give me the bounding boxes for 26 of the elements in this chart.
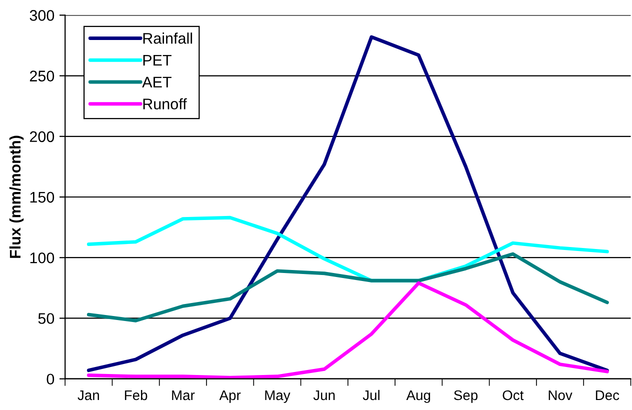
legend-label: PET xyxy=(143,55,172,66)
y-tick-label: 300 xyxy=(30,10,54,21)
y-tick-label: 100 xyxy=(30,252,54,264)
legend-label: AET xyxy=(142,76,172,88)
y-axis-title: Flux (mm/month) xyxy=(9,136,24,258)
x-tick-label: Aug xyxy=(406,390,430,403)
y-tick-label: 50 xyxy=(38,313,54,324)
y-tick-label: 200 xyxy=(30,131,54,142)
x-tick-label: Feb xyxy=(124,390,148,400)
x-tick-label: Apr xyxy=(219,390,241,403)
x-tick-label: Sep xyxy=(454,390,478,403)
y-tick-label: 250 xyxy=(30,70,54,82)
line-series xyxy=(86,281,609,379)
line-series xyxy=(86,252,609,322)
x-tick-label: Jul xyxy=(362,390,380,400)
y-tick-label: 0 xyxy=(46,374,54,385)
x-tick-label: Jan xyxy=(78,390,99,400)
x-tick-label: Dec xyxy=(596,390,620,400)
x-tick-label: Mar xyxy=(172,390,195,400)
x-tick-label: Oct xyxy=(502,390,524,400)
x-tick-label: May xyxy=(265,390,290,403)
y-tick-label: 150 xyxy=(30,192,54,203)
legend-label: Rainfall xyxy=(143,32,192,44)
x-tick-label: Jun xyxy=(313,390,335,400)
x-tick-label: Nov xyxy=(548,390,572,400)
legend-label: Runoff xyxy=(143,98,187,110)
